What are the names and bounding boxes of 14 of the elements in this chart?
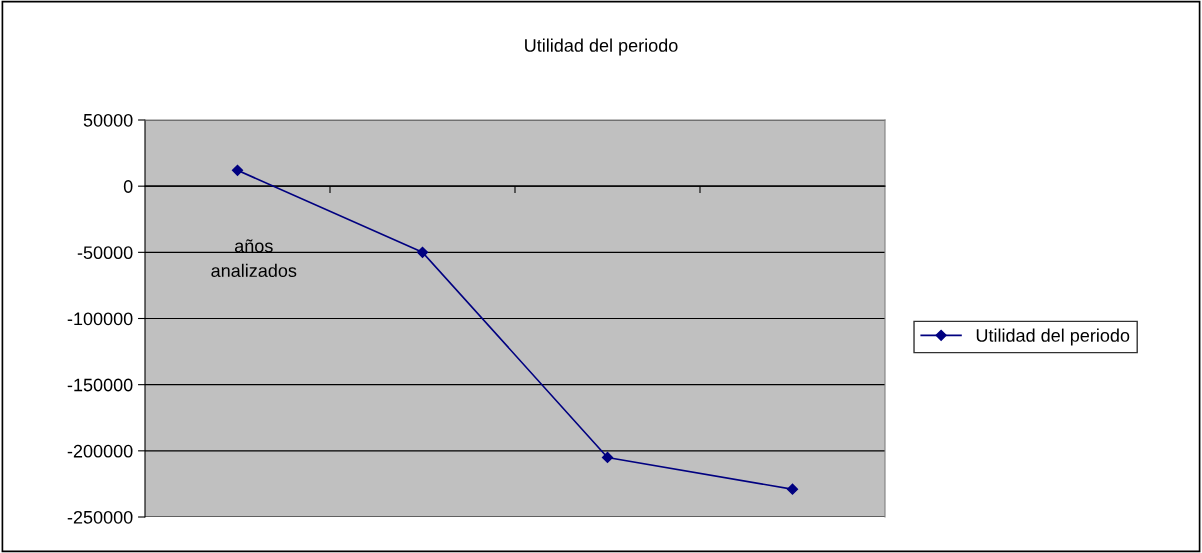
chart-title: Utilidad del periodo xyxy=(525,38,678,56)
point xyxy=(231,164,244,176)
y-tick-label: -200000 xyxy=(67,444,133,458)
point xyxy=(786,483,799,495)
y-tick-label: -250000 xyxy=(67,510,133,524)
y-tick-label: 0 xyxy=(123,180,133,193)
y-tick-label: 50000 xyxy=(83,113,133,127)
y-tick-label: -50000 xyxy=(77,246,133,260)
x-axis-title: años analizados xyxy=(211,239,297,278)
legend-label: Utilidad del periodo xyxy=(976,328,1130,346)
point xyxy=(416,246,429,258)
y-tick-label: -100000 xyxy=(67,312,133,326)
point xyxy=(601,451,614,464)
y-tick-label: -150000 xyxy=(67,378,133,392)
